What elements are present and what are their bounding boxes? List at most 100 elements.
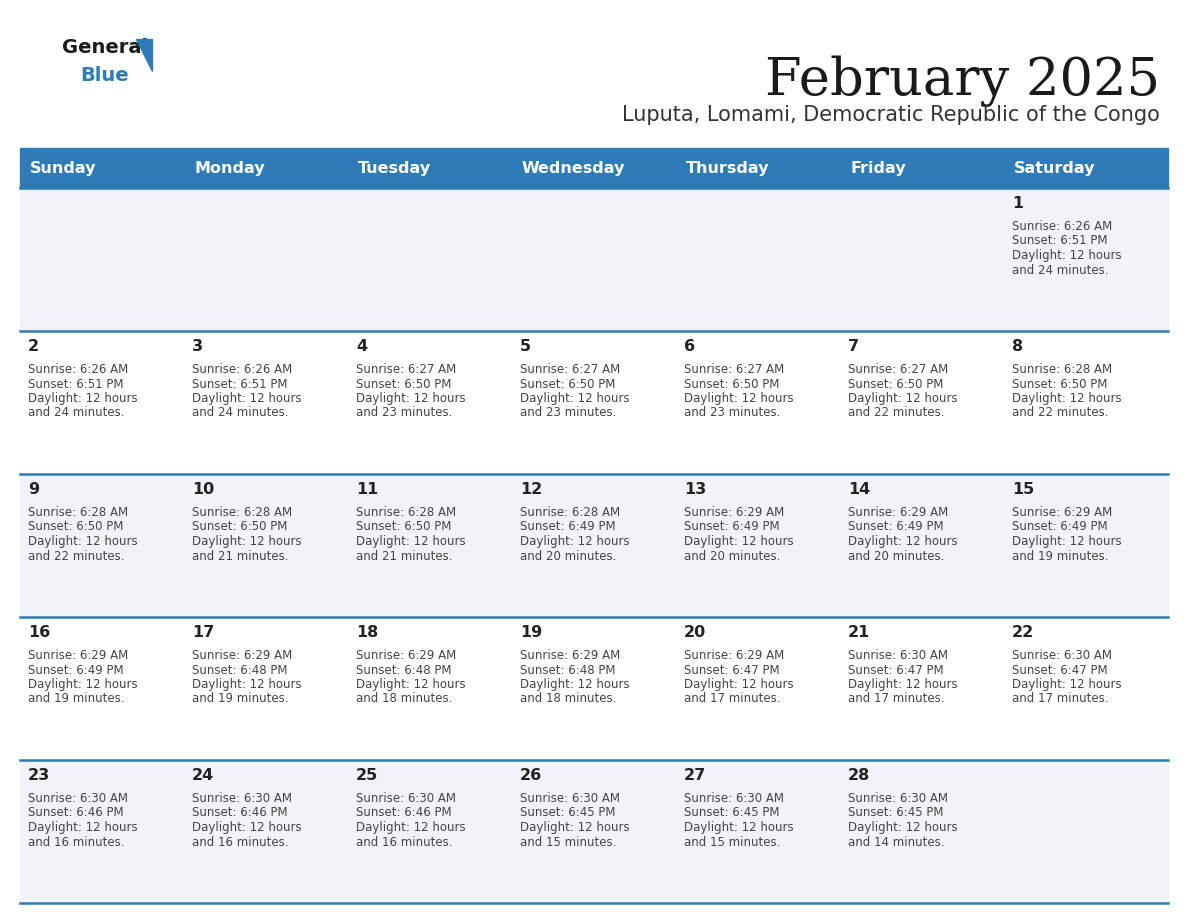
- Text: Luputa, Lomami, Democratic Republic of the Congo: Luputa, Lomami, Democratic Republic of t…: [623, 105, 1159, 125]
- Text: Saturday: Saturday: [1015, 161, 1095, 175]
- Text: Sunrise: 6:28 AM: Sunrise: 6:28 AM: [520, 506, 620, 519]
- Text: and 19 minutes.: and 19 minutes.: [192, 692, 289, 706]
- Text: Sunrise: 6:29 AM: Sunrise: 6:29 AM: [848, 506, 948, 519]
- Text: Sunset: 6:50 PM: Sunset: 6:50 PM: [356, 521, 451, 533]
- Text: and 22 minutes.: and 22 minutes.: [1012, 407, 1108, 420]
- Text: and 21 minutes.: and 21 minutes.: [356, 550, 453, 563]
- Text: Sunrise: 6:29 AM: Sunrise: 6:29 AM: [29, 649, 128, 662]
- Text: 10: 10: [192, 482, 214, 497]
- Text: Friday: Friday: [849, 161, 905, 175]
- Bar: [20, 474, 1168, 617]
- Text: and 18 minutes.: and 18 minutes.: [356, 692, 453, 706]
- Text: Sunset: 6:51 PM: Sunset: 6:51 PM: [192, 377, 287, 390]
- Text: and 16 minutes.: and 16 minutes.: [192, 835, 289, 848]
- Text: Sunrise: 6:27 AM: Sunrise: 6:27 AM: [684, 363, 784, 376]
- Text: Sunset: 6:51 PM: Sunset: 6:51 PM: [29, 377, 124, 390]
- Text: Sunrise: 6:29 AM: Sunrise: 6:29 AM: [684, 649, 784, 662]
- Text: Wednesday: Wednesday: [522, 161, 625, 175]
- Text: Daylight: 12 hours: Daylight: 12 hours: [192, 392, 302, 405]
- Text: and 20 minutes.: and 20 minutes.: [684, 550, 781, 563]
- Text: Sunrise: 6:27 AM: Sunrise: 6:27 AM: [356, 363, 456, 376]
- Text: Sunrise: 6:28 AM: Sunrise: 6:28 AM: [1012, 363, 1112, 376]
- Text: Thursday: Thursday: [685, 161, 770, 175]
- Bar: [20, 760, 1168, 903]
- Bar: [20, 331, 1168, 474]
- Text: Sunset: 6:48 PM: Sunset: 6:48 PM: [356, 664, 451, 677]
- Text: Sunrise: 6:30 AM: Sunrise: 6:30 AM: [1012, 649, 1112, 662]
- Text: 12: 12: [520, 482, 542, 497]
- Text: Sunday: Sunday: [30, 161, 96, 175]
- Text: Daylight: 12 hours: Daylight: 12 hours: [520, 392, 630, 405]
- Text: and 16 minutes.: and 16 minutes.: [356, 835, 453, 848]
- Text: Daylight: 12 hours: Daylight: 12 hours: [1012, 678, 1121, 691]
- Text: Daylight: 12 hours: Daylight: 12 hours: [29, 392, 138, 405]
- Text: Sunrise: 6:29 AM: Sunrise: 6:29 AM: [520, 649, 620, 662]
- Text: 7: 7: [848, 339, 859, 354]
- Text: Sunset: 6:46 PM: Sunset: 6:46 PM: [192, 807, 287, 820]
- Text: 25: 25: [356, 768, 378, 783]
- Text: Sunrise: 6:29 AM: Sunrise: 6:29 AM: [684, 506, 784, 519]
- Text: and 23 minutes.: and 23 minutes.: [520, 407, 617, 420]
- Text: Sunset: 6:50 PM: Sunset: 6:50 PM: [684, 377, 779, 390]
- Text: and 20 minutes.: and 20 minutes.: [520, 550, 617, 563]
- Text: Sunrise: 6:27 AM: Sunrise: 6:27 AM: [848, 363, 948, 376]
- Text: General: General: [62, 38, 148, 57]
- Text: Sunrise: 6:26 AM: Sunrise: 6:26 AM: [29, 363, 128, 376]
- Text: 16: 16: [29, 625, 50, 640]
- Text: Daylight: 12 hours: Daylight: 12 hours: [192, 821, 302, 834]
- Text: Sunset: 6:50 PM: Sunset: 6:50 PM: [520, 377, 615, 390]
- Text: and 15 minutes.: and 15 minutes.: [684, 835, 781, 848]
- Text: 4: 4: [356, 339, 367, 354]
- Text: Sunset: 6:51 PM: Sunset: 6:51 PM: [1012, 234, 1107, 248]
- Text: Sunrise: 6:26 AM: Sunrise: 6:26 AM: [192, 363, 292, 376]
- Bar: [20, 188, 1168, 331]
- Text: Sunrise: 6:29 AM: Sunrise: 6:29 AM: [356, 649, 456, 662]
- Text: 26: 26: [520, 768, 542, 783]
- Text: and 19 minutes.: and 19 minutes.: [1012, 550, 1108, 563]
- Text: Daylight: 12 hours: Daylight: 12 hours: [520, 678, 630, 691]
- Text: Daylight: 12 hours: Daylight: 12 hours: [1012, 535, 1121, 548]
- Text: Daylight: 12 hours: Daylight: 12 hours: [29, 535, 138, 548]
- Text: Sunrise: 6:28 AM: Sunrise: 6:28 AM: [356, 506, 456, 519]
- Text: and 21 minutes.: and 21 minutes.: [192, 550, 289, 563]
- Text: Tuesday: Tuesday: [358, 161, 431, 175]
- Text: Daylight: 12 hours: Daylight: 12 hours: [848, 392, 958, 405]
- Text: and 17 minutes.: and 17 minutes.: [1012, 692, 1108, 706]
- Text: 28: 28: [848, 768, 871, 783]
- Text: 21: 21: [848, 625, 871, 640]
- Text: 24: 24: [192, 768, 214, 783]
- Text: 19: 19: [520, 625, 542, 640]
- Text: Sunrise: 6:30 AM: Sunrise: 6:30 AM: [848, 649, 948, 662]
- Text: Daylight: 12 hours: Daylight: 12 hours: [684, 535, 794, 548]
- Text: Daylight: 12 hours: Daylight: 12 hours: [356, 535, 466, 548]
- Text: Sunrise: 6:30 AM: Sunrise: 6:30 AM: [29, 792, 128, 805]
- Text: and 19 minutes.: and 19 minutes.: [29, 692, 125, 706]
- Text: and 18 minutes.: and 18 minutes.: [520, 692, 617, 706]
- Text: Sunset: 6:45 PM: Sunset: 6:45 PM: [684, 807, 779, 820]
- Text: Daylight: 12 hours: Daylight: 12 hours: [520, 535, 630, 548]
- Text: 20: 20: [684, 625, 706, 640]
- Text: Sunset: 6:48 PM: Sunset: 6:48 PM: [192, 664, 287, 677]
- Text: Sunset: 6:46 PM: Sunset: 6:46 PM: [29, 807, 124, 820]
- Text: 6: 6: [684, 339, 695, 354]
- Text: and 22 minutes.: and 22 minutes.: [848, 407, 944, 420]
- Text: Daylight: 12 hours: Daylight: 12 hours: [356, 821, 466, 834]
- Text: Sunset: 6:48 PM: Sunset: 6:48 PM: [520, 664, 615, 677]
- Text: Daylight: 12 hours: Daylight: 12 hours: [684, 821, 794, 834]
- Polygon shape: [135, 39, 152, 71]
- Text: Sunset: 6:49 PM: Sunset: 6:49 PM: [1012, 521, 1107, 533]
- Text: Daylight: 12 hours: Daylight: 12 hours: [356, 392, 466, 405]
- Text: 22: 22: [1012, 625, 1035, 640]
- Text: Sunrise: 6:28 AM: Sunrise: 6:28 AM: [29, 506, 128, 519]
- Text: Sunrise: 6:30 AM: Sunrise: 6:30 AM: [684, 792, 784, 805]
- Text: Sunset: 6:47 PM: Sunset: 6:47 PM: [684, 664, 779, 677]
- Text: Daylight: 12 hours: Daylight: 12 hours: [1012, 249, 1121, 262]
- Text: Daylight: 12 hours: Daylight: 12 hours: [848, 678, 958, 691]
- Text: Monday: Monday: [194, 161, 265, 175]
- Text: 8: 8: [1012, 339, 1023, 354]
- Text: 3: 3: [192, 339, 203, 354]
- Text: Daylight: 12 hours: Daylight: 12 hours: [684, 392, 794, 405]
- Text: and 20 minutes.: and 20 minutes.: [848, 550, 944, 563]
- Text: and 23 minutes.: and 23 minutes.: [356, 407, 453, 420]
- Text: Sunset: 6:45 PM: Sunset: 6:45 PM: [848, 807, 943, 820]
